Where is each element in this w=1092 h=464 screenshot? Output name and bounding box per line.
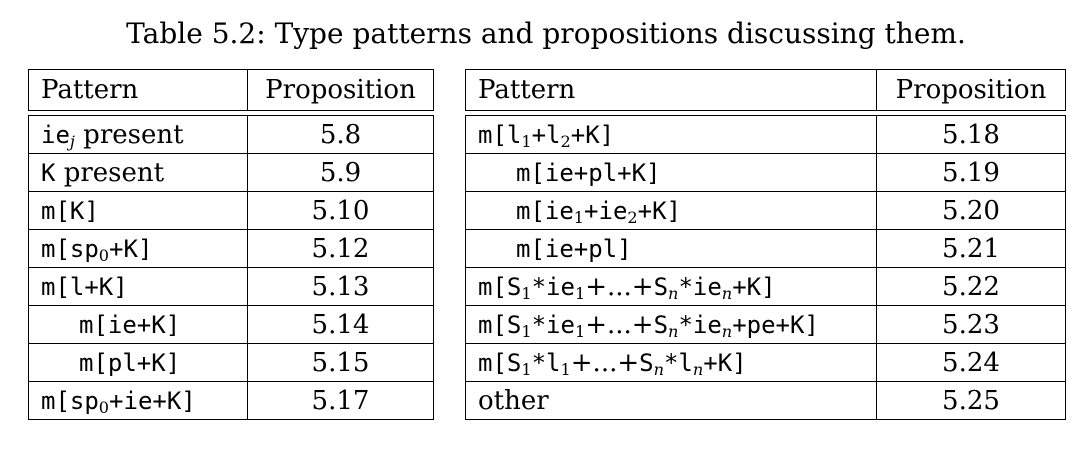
pattern-cell: m[pl+K] bbox=[28, 343, 248, 382]
table-row: m[ie+pl] 5.21 bbox=[465, 229, 1066, 268]
table-row: m[l+K] 5.13 bbox=[28, 267, 434, 306]
table-row: m[S1*l1+...+Sn*ln+K] 5.24 bbox=[465, 343, 1066, 382]
pattern-cell: iej present bbox=[28, 115, 248, 154]
table-row: m[ie+pl+K] 5.19 bbox=[465, 153, 1066, 192]
table-caption: Table 5.2: Type patterns and proposition… bbox=[126, 17, 966, 50]
pattern-cell: m[S1*l1+...+Sn*ln+K] bbox=[465, 343, 877, 382]
table-row: m[ie+K] 5.14 bbox=[28, 305, 434, 344]
pattern-cell: m[ie+pl+K] bbox=[465, 153, 877, 192]
table-row: m[K] 5.10 bbox=[28, 191, 434, 230]
pattern-cell: m[S1*ie1+...+Sn*ien+pe+K] bbox=[465, 305, 877, 344]
proposition-cell: 5.17 bbox=[247, 381, 434, 420]
proposition-cell: 5.25 bbox=[876, 381, 1066, 420]
pattern-header: Pattern bbox=[28, 69, 248, 111]
proposition-cell: 5.13 bbox=[247, 267, 434, 306]
proposition-cell: 5.18 bbox=[876, 115, 1066, 154]
table-row: other 5.25 bbox=[465, 381, 1066, 420]
table-row: m[pl+K] 5.15 bbox=[28, 343, 434, 382]
table-row: m[S1*ie1+...+Sn*ien+K] 5.22 bbox=[465, 267, 1066, 306]
pattern-cell: m[S1*ie1+...+Sn*ien+K] bbox=[465, 267, 877, 306]
pattern-header: Pattern bbox=[465, 69, 877, 111]
pattern-cell: m[ie+K] bbox=[28, 305, 248, 344]
pattern-cell: other bbox=[465, 381, 877, 420]
proposition-cell: 5.21 bbox=[876, 229, 1066, 268]
table-row: m[sp0+ie+K] 5.17 bbox=[28, 381, 434, 420]
proposition-header: Proposition bbox=[876, 69, 1066, 111]
pattern-cell: m[ie+pl] bbox=[465, 229, 877, 268]
proposition-cell: 5.19 bbox=[876, 153, 1066, 192]
proposition-cell: 5.12 bbox=[247, 229, 434, 268]
table-row: m[S1*ie1+...+Sn*ien+pe+K] 5.23 bbox=[465, 305, 1066, 344]
table-row: iej present 5.8 bbox=[28, 115, 434, 154]
proposition-cell: 5.14 bbox=[247, 305, 434, 344]
table-row: m[ie1+ie2+K] 5.20 bbox=[465, 191, 1066, 230]
left-pattern-table: Pattern Proposition iej present 5.8 K pr… bbox=[28, 69, 434, 420]
proposition-header: Proposition bbox=[247, 69, 434, 111]
proposition-cell: 5.8 bbox=[247, 115, 434, 154]
pattern-cell: m[sp0+K] bbox=[28, 229, 248, 268]
proposition-cell: 5.10 bbox=[247, 191, 434, 230]
table-row: m[sp0+K] 5.12 bbox=[28, 229, 434, 268]
pattern-cell: m[K] bbox=[28, 191, 248, 230]
proposition-cell: 5.20 bbox=[876, 191, 1066, 230]
header-row: Pattern Proposition bbox=[28, 69, 434, 111]
table-row: K present 5.9 bbox=[28, 153, 434, 192]
pattern-cell: m[l1+l2+K] bbox=[465, 115, 877, 154]
pattern-cell: m[sp0+ie+K] bbox=[28, 381, 248, 420]
pattern-cell: K present bbox=[28, 153, 248, 192]
proposition-cell: 5.24 bbox=[876, 343, 1066, 382]
proposition-cell: 5.15 bbox=[247, 343, 434, 382]
proposition-cell: 5.9 bbox=[247, 153, 434, 192]
table-row: m[l1+l2+K] 5.18 bbox=[465, 115, 1066, 154]
header-row: Pattern Proposition bbox=[465, 69, 1066, 111]
pattern-cell: m[l+K] bbox=[28, 267, 248, 306]
pattern-cell: m[ie1+ie2+K] bbox=[465, 191, 877, 230]
proposition-cell: 5.23 bbox=[876, 305, 1066, 344]
right-pattern-table: Pattern Proposition m[l1+l2+K] 5.18 m[ie… bbox=[465, 69, 1066, 420]
proposition-cell: 5.22 bbox=[876, 267, 1066, 306]
